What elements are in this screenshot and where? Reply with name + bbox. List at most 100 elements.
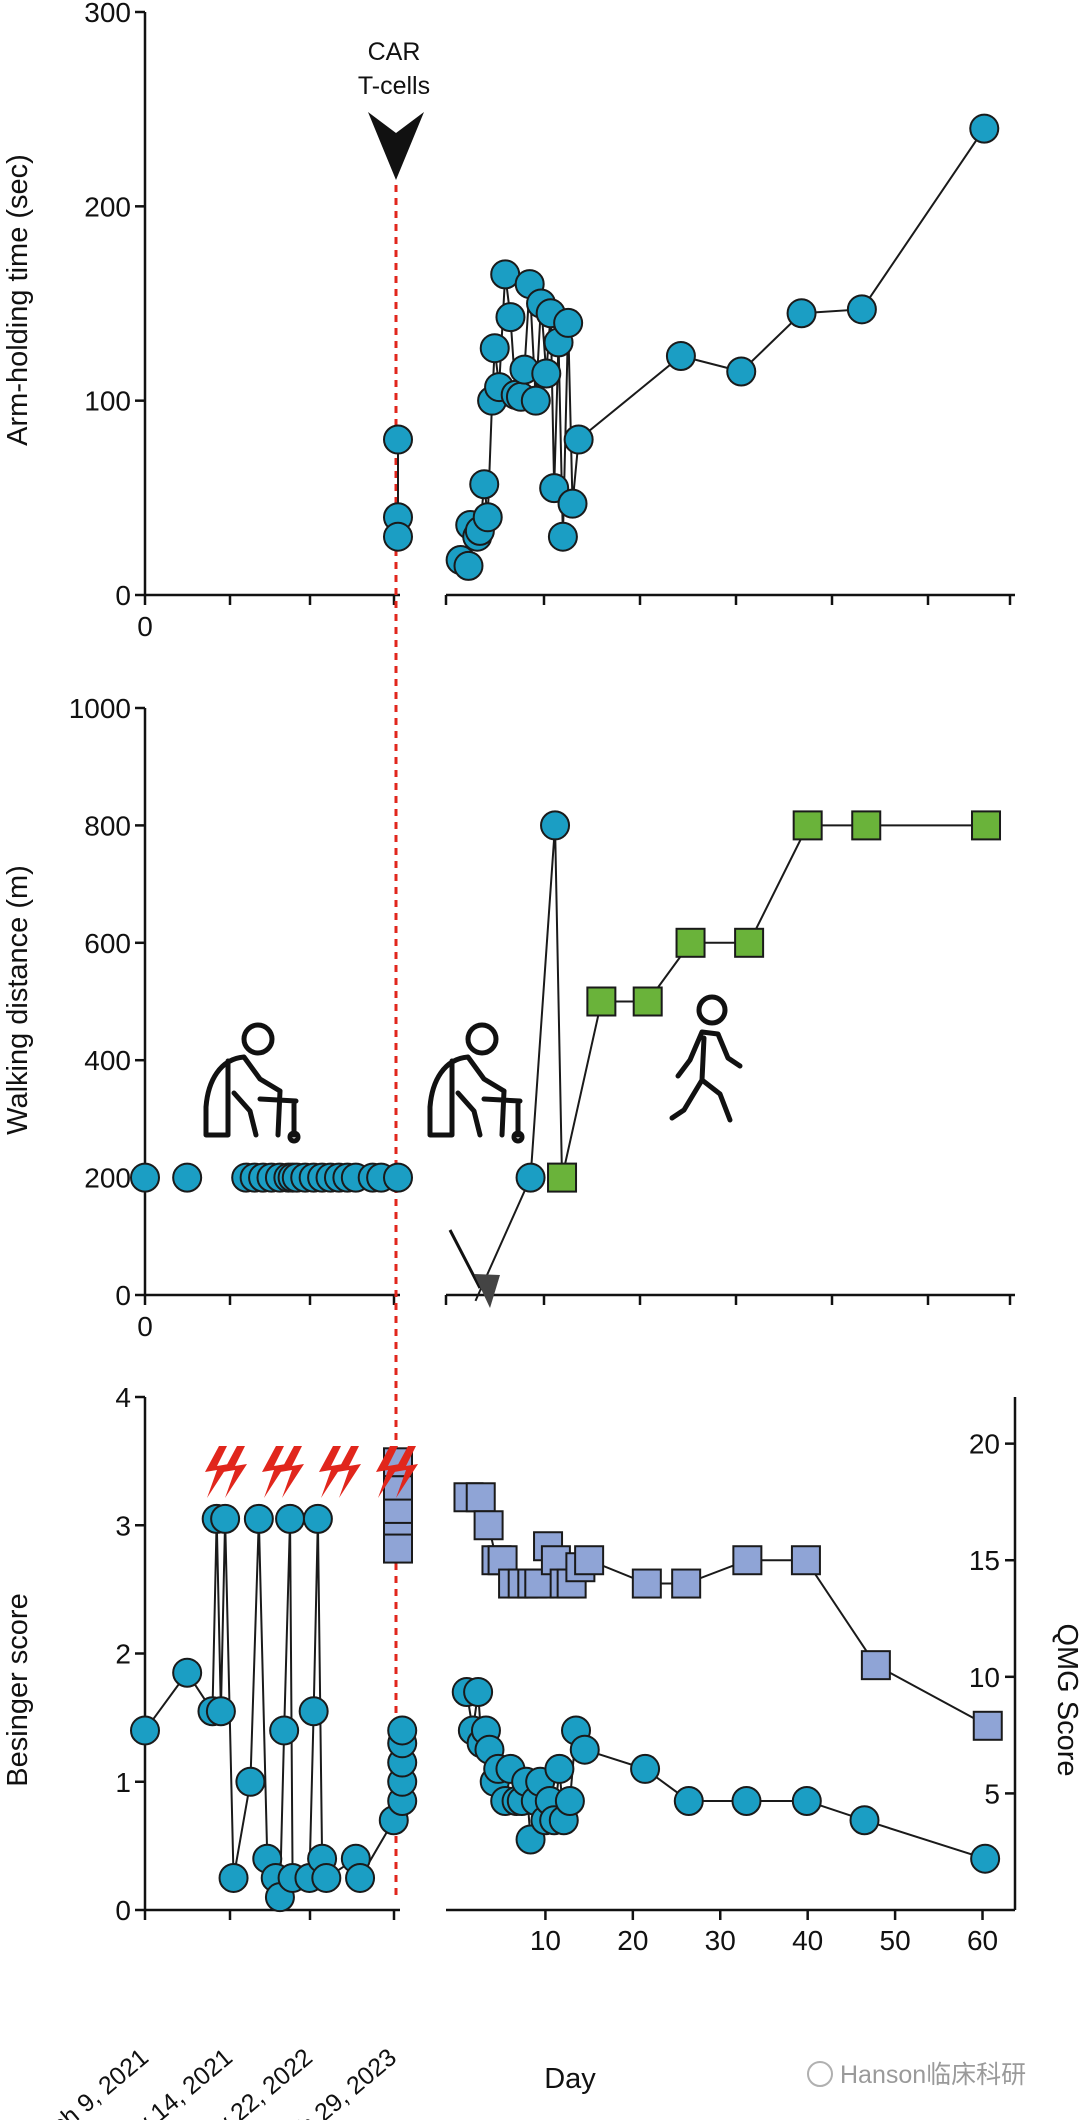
bottom-ylabel: Besinger score [2, 1593, 34, 1786]
bottom-x-tick-label: 40 [792, 1925, 823, 1956]
bottom-post-besinger-point [463, 1676, 494, 1707]
middle-post-square [734, 927, 765, 958]
middle-y-tick-label: 800 [84, 810, 131, 841]
bottom-x-tick-label: 30 [705, 1925, 736, 1956]
bottom-pre-besinger-point [243, 1503, 274, 1534]
bottom-pre-besinger-point [269, 1715, 300, 1746]
middle-post-square [675, 927, 706, 958]
watermark: Hanson临床科研 [807, 2061, 1026, 2089]
watermark-text: Hanson临床科研 [840, 2061, 1026, 2089]
middle-pre-x-tick-label: 0 [137, 1311, 153, 1342]
bottom-post-besinger-point [849, 1805, 880, 1836]
bottom-xlabel: Day [544, 2063, 596, 2095]
bottom-post-besinger-point [970, 1843, 1001, 1874]
bottom-post-besinger-point [544, 1753, 575, 1784]
middle-post-point [540, 810, 571, 841]
top-post-point [846, 294, 877, 325]
top-post-point [520, 385, 551, 416]
top-panel-labels: Arm-holding time (sec) 0 [2, 154, 153, 642]
bottom-pre-besinger-point [205, 1696, 236, 1727]
bottom-pre-besinger-point [302, 1503, 333, 1534]
bottom-ylabel-right: QMG Score [1051, 1623, 1080, 1776]
bottom-post-besinger-point [630, 1753, 661, 1784]
top-post-point [472, 502, 503, 533]
x-tick-label-march-2021: March 9, 2021 [13, 2043, 153, 2120]
bottom-pre-besinger-point [218, 1862, 249, 1893]
middle-y-tick-label: 600 [84, 928, 131, 959]
top-post-point [495, 302, 526, 333]
middle-y-tick-label: 1000 [69, 693, 131, 724]
top-post-point [969, 113, 1000, 144]
middle-post-square [547, 1162, 578, 1193]
top-pre-x-tick-label: 0 [137, 611, 153, 642]
bottom-pre-besinger-point [235, 1766, 266, 1797]
top-y-tick-label: 200 [84, 191, 131, 222]
lightning-bolt-icon [262, 1446, 286, 1498]
arrowhead-down-icon [368, 112, 424, 180]
bottom-y-tick-label: 1 [115, 1767, 131, 1798]
top-post-point [469, 469, 500, 500]
bottom-post-besinger-point [791, 1785, 822, 1816]
top-pre-point [383, 521, 413, 552]
top-y-tick-label: 0 [115, 580, 131, 611]
bottom-post-besinger-point [554, 1785, 585, 1816]
middle-post-square [632, 986, 663, 1017]
car-label-line2: T-cells [358, 72, 430, 100]
top-y-tick-label: 300 [84, 0, 131, 28]
bottom-pre-besinger-point [172, 1657, 203, 1688]
bottom-right-tick-label: 5 [984, 1778, 1000, 1809]
bottom-post-besinger-point [673, 1785, 704, 1816]
middle-post-square [851, 810, 882, 841]
middle-pre-point [383, 1162, 413, 1193]
lines-layer [144, 128, 989, 1898]
bottom-post-qmg-square [972, 1710, 1003, 1741]
bottom-post-qmg-square [473, 1510, 504, 1541]
bottom-post-besinger-point [731, 1785, 762, 1816]
car-annotation: CAR T-cells [358, 38, 430, 180]
bottom-pre-besinger-point [210, 1503, 241, 1534]
top-post-point [553, 307, 584, 338]
arrow-down-icon [448, 1229, 500, 1308]
bottom-post-qmg-square [574, 1545, 605, 1576]
top-post-point [786, 298, 817, 329]
top-post-point [479, 333, 510, 364]
bottom-right-tick-label: 15 [969, 1545, 1000, 1576]
middle-ylabel: Walking distance (m) [2, 865, 34, 1135]
top-ylabel: Arm-holding time (sec) [2, 154, 34, 446]
top-post-line [460, 128, 986, 568]
middle-y-tick-label: 400 [84, 1045, 131, 1076]
bottom-post-qmg-square [790, 1545, 821, 1576]
bottom-x-tick-label: 50 [880, 1925, 911, 1956]
middle-post-square [586, 986, 617, 1017]
wechat-logo-icon [807, 2061, 833, 2087]
bottom-pre-qmg-square [383, 1533, 413, 1564]
middle-pre-point [130, 1162, 160, 1193]
middle-post-square [971, 810, 1002, 841]
top-post-point [453, 550, 484, 581]
bottom-post-qmg-square [631, 1568, 662, 1599]
bottom-post-qmg-square [732, 1545, 763, 1576]
bottom-x-tick-label: 60 [967, 1925, 998, 1956]
bottom-post-qmg-square [860, 1650, 891, 1681]
lightning-bolt-icon [280, 1446, 304, 1498]
lightning-bolt-icon [319, 1446, 343, 1498]
bottom-post-qmg-square [465, 1482, 496, 1513]
bottom-panel-labels: Besinger score QMG Score Day March 9, 20… [2, 1593, 1080, 2120]
person-with-walker-icon [427, 1022, 525, 1144]
lightning-bolt-icon [376, 1446, 400, 1498]
bottom-post-besinger-point [569, 1734, 600, 1765]
middle-y-tick-label: 200 [84, 1163, 131, 1194]
middle-post-square [792, 810, 823, 841]
bottom-y-tick-label: 3 [115, 1510, 131, 1541]
middle-post-point [515, 1162, 546, 1193]
bottom-pre-besinger-point [130, 1715, 160, 1746]
lightning-bolt-icon [223, 1446, 247, 1498]
top-y-tick-label: 100 [84, 386, 131, 417]
bottom-y-tick-label: 0 [115, 1895, 131, 1926]
bottom-pre-besinger-point [298, 1696, 329, 1727]
bottom-x-tick-label: 10 [530, 1925, 561, 1956]
crisis-lightning-group [205, 1446, 418, 1498]
person-with-walker-icon [203, 1022, 301, 1144]
top-post-point [547, 521, 578, 552]
